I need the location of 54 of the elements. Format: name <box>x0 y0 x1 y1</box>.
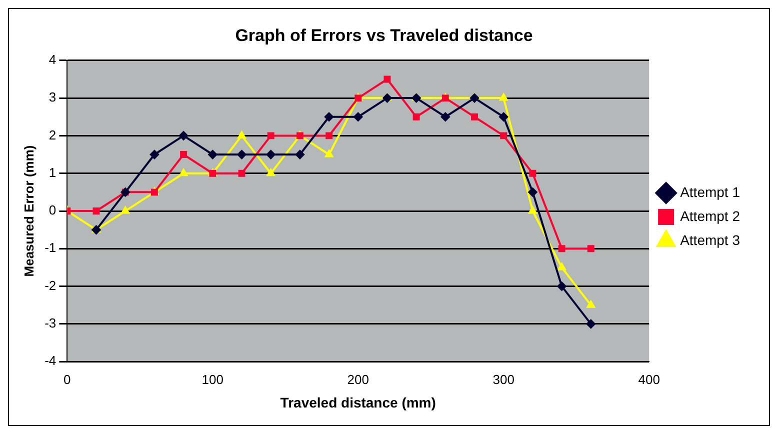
y-tick-label: -3 <box>44 316 56 331</box>
point <box>208 150 218 160</box>
point <box>586 300 595 308</box>
point <box>267 132 274 140</box>
point <box>412 113 420 120</box>
point <box>324 112 334 122</box>
legend-label: Attempt 2 <box>680 208 740 224</box>
point <box>266 150 276 160</box>
point <box>295 150 304 160</box>
point <box>529 170 536 177</box>
y-tick-label: -2 <box>44 278 56 293</box>
y-tick-label: 1 <box>48 164 56 180</box>
point <box>440 112 450 122</box>
point <box>180 168 188 176</box>
x-tick-label: 400 <box>638 372 660 387</box>
point <box>237 150 246 160</box>
point <box>238 170 246 177</box>
point <box>558 262 566 270</box>
point <box>586 319 596 328</box>
y-tick-label: 2 <box>48 127 56 142</box>
y-tick-label: -1 <box>44 240 56 256</box>
x-tick-label: 200 <box>347 372 369 387</box>
point <box>266 168 275 176</box>
point <box>92 208 100 214</box>
point <box>528 206 537 214</box>
point <box>528 188 538 197</box>
point <box>500 94 508 101</box>
x-tick-label: 100 <box>202 372 224 387</box>
point <box>324 150 334 158</box>
point <box>557 282 566 291</box>
y-tick-label: -4 <box>44 353 56 368</box>
legend-label: Attempt 3 <box>680 232 740 248</box>
point <box>326 132 332 140</box>
legend-label: Attempt 1 <box>680 184 740 200</box>
y-tick-label: 0 <box>48 202 56 218</box>
chart-title: Graph of Errors vs Traveled distance <box>235 26 533 45</box>
point <box>587 245 594 252</box>
y-tick-label: 4 <box>48 52 56 67</box>
x-tick-label: 300 <box>492 372 514 387</box>
y-axis-title: Measured Error (mm) <box>21 145 36 277</box>
point <box>180 151 188 158</box>
point <box>471 113 478 120</box>
point <box>354 112 363 122</box>
x-tick-label: 0 <box>64 372 71 387</box>
point <box>558 245 566 252</box>
point <box>150 150 159 160</box>
y-tick-label: 3 <box>48 90 56 105</box>
x-axis-title: Traveled distance (mm) <box>280 394 436 410</box>
point <box>179 131 188 140</box>
point <box>238 131 246 138</box>
point <box>500 132 508 140</box>
point <box>121 206 130 214</box>
point <box>499 112 508 122</box>
point <box>384 76 391 83</box>
